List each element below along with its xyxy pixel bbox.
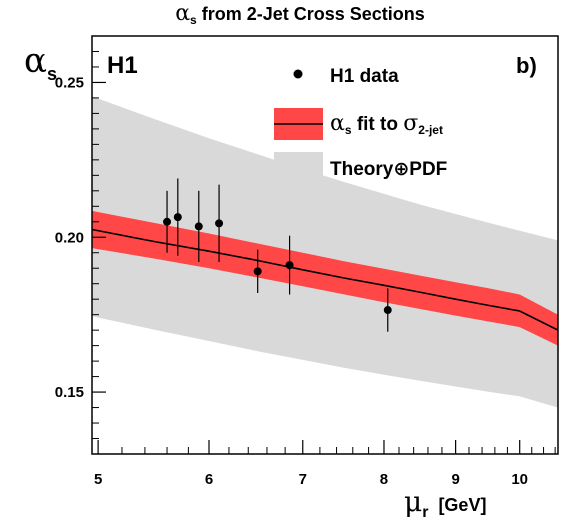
data-point [383,306,392,315]
fit-uncertainty-band [92,210,558,346]
x-tick-label: 10 [511,471,528,488]
y-axis-ticks: 0.15 0.20 0.25 [55,35,106,440]
x-tick-label: 6 [205,471,213,488]
plot-frame [91,35,559,455]
x-tick-label: 5 [94,471,102,488]
x-tick-label: 8 [380,471,388,488]
data-point [285,261,294,270]
fit-band-group [92,210,558,346]
data-points-group [163,178,392,332]
theory-pdf-band [92,96,558,408]
y-tick-label: 0.15 [55,384,84,401]
theory-pdf-band-group [92,96,558,408]
legend-fit-label: αs fit to σ2-jet [330,111,443,137]
legend-data-label: H1 data [330,66,399,87]
legend-theory-label: Theory⊕PDF [330,159,447,180]
legend: H1 data αs fit to σ2-jet Theory⊕PDF [274,66,447,184]
chart-title: αs from 2-Jet Cross Sections [175,1,425,27]
experiment-label: H1 [107,52,138,79]
data-point [194,222,203,231]
data-point [173,213,182,222]
data-point [163,217,172,226]
y-tick-label: 0.25 [55,74,84,91]
x-tick-label: 9 [451,471,459,488]
x-tick-label: 7 [299,471,307,488]
fit-line-group [91,228,559,331]
legend-data-marker [293,69,303,79]
panel-label: b) [516,53,537,78]
data-point [215,219,224,228]
data-point [253,267,262,276]
y-tick-label: 0.20 [55,229,84,246]
fit-central-line [91,228,559,331]
x-axis-ticks: 5 6 7 8 9 10 [94,440,556,488]
x-axis-label: μr [GeV] [404,485,486,521]
legend-theory-swatch [274,152,323,184]
y-axis-label: αs [24,41,57,84]
